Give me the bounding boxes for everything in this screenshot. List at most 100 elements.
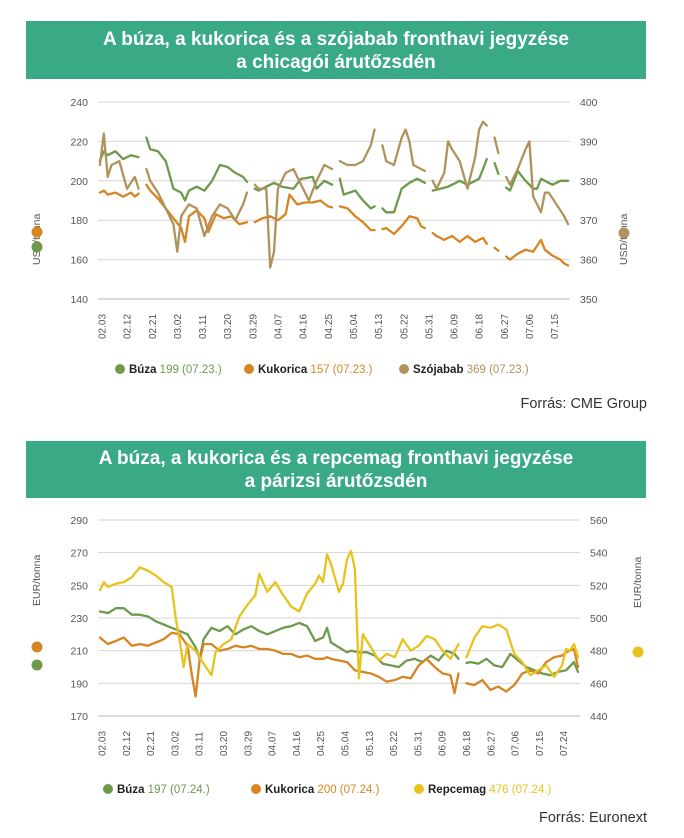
chart2-legend-entry: Kukorica 200 (07.24.) bbox=[265, 784, 380, 796]
chart2-axis-series-marker bbox=[31, 641, 43, 653]
chart1-x-tick-label: 02.03 bbox=[98, 314, 109, 339]
chart1-legend-series-name: Búza bbox=[129, 364, 160, 376]
chart1-axis-series-marker bbox=[31, 241, 43, 253]
chart2-title-line1: A búza, a kukorica és a repcemag frontha… bbox=[98, 448, 574, 469]
chart1-x-tick-label: 06.27 bbox=[500, 314, 511, 339]
chart2-x-tick-label: 03.11 bbox=[195, 731, 206, 756]
chart1-series-line-szójabab bbox=[98, 120, 570, 269]
chart2-y-left-tick-label: 270 bbox=[70, 548, 88, 560]
chart2-x-tick-label: 06.09 bbox=[438, 731, 449, 756]
chart2-legend-series-value: 200 (07.24.) bbox=[317, 784, 379, 796]
chart2-legend-series-name: Repcemag bbox=[428, 784, 489, 796]
chart1-legend-marker-kukorica bbox=[244, 364, 254, 374]
chart2-y-left-tick-label: 230 bbox=[70, 613, 88, 625]
chart1-y-left-tick-label: 180 bbox=[70, 215, 88, 227]
chart2-legend-marker-kukorica bbox=[251, 784, 261, 794]
chart1-series-line-búza bbox=[98, 136, 570, 214]
chart1-x-tick-label: 03.11 bbox=[198, 314, 209, 339]
chart2-legend-entry: Búza 197 (07.24.) bbox=[117, 784, 210, 796]
chart1-x-tick-label: 04.16 bbox=[299, 314, 310, 339]
chart1-legend-entry: Szójabab 369 (07.23.) bbox=[413, 364, 529, 376]
chart2-y-left-axis-label: EUR/tonna bbox=[31, 554, 43, 606]
chart2-x-tick-label: 05.22 bbox=[389, 731, 400, 756]
chart2-legend-entry: Repcemag 476 (07.24.) bbox=[428, 784, 552, 796]
chart1-title-line1: A búza, a kukorica és a szójabab frontha… bbox=[102, 29, 570, 50]
chart1-y-left-tick-label: 200 bbox=[70, 176, 88, 188]
chart1-axis-series-marker bbox=[31, 226, 43, 238]
chart1-y-left-tick-label: 240 bbox=[70, 97, 88, 109]
chart1-legend-series-value: 199 (07.23.) bbox=[160, 364, 222, 376]
chart2-y-left-tick-label: 170 bbox=[70, 711, 88, 723]
chart2-x-tick-label: 02.21 bbox=[146, 731, 157, 756]
chart1-legend-series-name: Kukorica bbox=[258, 364, 310, 376]
chart2-legend-marker-repcemag bbox=[414, 784, 424, 794]
chart1-source: Forrás: CME Group bbox=[520, 396, 648, 412]
chart2-legend-series-name: Kukorica bbox=[265, 784, 317, 796]
chart1-plot: 240 400 220 390 200 380 180 370 160 360 140 350 02.0… bbox=[31, 97, 630, 376]
chart2-y-right-tick-label: 560 bbox=[590, 515, 608, 527]
chart1-legend-series-value: 157 (07.23.) bbox=[310, 364, 372, 376]
chart2-y-right-tick-label: 520 bbox=[590, 580, 608, 592]
chart2-x-tick-label: 06.27 bbox=[486, 731, 497, 756]
chart2-y-right-tick-label: 500 bbox=[590, 613, 608, 625]
chart2-x-tick-label: 02.03 bbox=[98, 731, 109, 756]
chart2-x-tick-label: 04.07 bbox=[268, 731, 279, 756]
chart1-x-tick-label: 03.29 bbox=[248, 314, 259, 339]
chart2-y-left-tick-label: 190 bbox=[70, 678, 88, 690]
chart2-plot: 290 560 270 540 250 520 230 500 210 480 190 460 170 4… bbox=[31, 515, 644, 796]
chart1-legend-entry: Búza 199 (07.23.) bbox=[129, 364, 222, 376]
chart2-x-tick-label: 06.18 bbox=[462, 731, 473, 756]
chart1-x-tick-label: 05.22 bbox=[399, 314, 410, 339]
chart1-y-left-tick-label: 140 bbox=[70, 294, 88, 306]
chart2-title-banner: A búza, a kukorica és a repcemag frontha… bbox=[26, 441, 646, 498]
chart1-y-left-axis-label: USD/tonna bbox=[31, 213, 43, 265]
chart2-legend-series-value: 476 (07.24.) bbox=[489, 784, 551, 796]
chart1-y-right-tick-label: 390 bbox=[580, 136, 598, 148]
chart1-y-right-tick-label: 400 bbox=[580, 97, 598, 109]
chart2-y-left-tick-label: 210 bbox=[70, 646, 88, 658]
chart2-x-tick-label: 04.25 bbox=[316, 731, 327, 756]
chart1-legend-series-value: 369 (07.23.) bbox=[467, 364, 529, 376]
chart1-legend-series-name: Szójabab bbox=[413, 364, 467, 376]
chart2-x-tick-label: 05.31 bbox=[413, 731, 424, 756]
chart2-x-tick-label: 04.16 bbox=[292, 731, 303, 756]
chart2-x-tick-label: 07.24 bbox=[559, 731, 570, 756]
chart2-x-tick-label: 03.02 bbox=[170, 731, 181, 756]
chart2-x-tick-label: 07.06 bbox=[511, 731, 522, 756]
chart1-x-tick-label: 05.31 bbox=[424, 314, 435, 339]
chart1-x-tick-label: 07.06 bbox=[525, 314, 536, 339]
chart1-legend-entry: Kukorica 157 (07.23.) bbox=[258, 364, 373, 376]
chart2-y-left-tick-label: 250 bbox=[70, 580, 88, 592]
chart1-legend-marker-szójabab bbox=[399, 364, 409, 374]
chart1-x-tick-label: 07.15 bbox=[550, 314, 561, 339]
chart1-x-tick-label: 03.20 bbox=[223, 314, 234, 339]
chart1-y-right-tick-label: 360 bbox=[580, 255, 598, 267]
chart1-y-right-axis-label: USD/tonna bbox=[618, 213, 630, 265]
chart2-x-tick-label: 02.12 bbox=[122, 731, 133, 756]
chart1-y-right-tick-label: 370 bbox=[580, 215, 598, 227]
chart1-y-right-tick-label: 350 bbox=[580, 294, 598, 306]
chart2-y-right-axis-label: EUR/tonna bbox=[632, 556, 644, 608]
chart1-y-left-tick-label: 220 bbox=[70, 136, 88, 148]
chart2-y-right-tick-label: 540 bbox=[590, 548, 608, 560]
chart1-x-tick-label: 03.02 bbox=[173, 314, 184, 339]
chart2-source: Forrás: Euronext bbox=[539, 810, 647, 826]
chart1-y-left-tick-label: 160 bbox=[70, 255, 88, 267]
chart2-legend-series-name: Búza bbox=[117, 784, 148, 796]
chart2-title-line2: a párizsi árutőzsdén bbox=[244, 471, 428, 492]
chart2-legend-marker-búza bbox=[103, 784, 113, 794]
chart2-series-line-kukorica bbox=[98, 631, 580, 698]
chart1-x-tick-label: 04.07 bbox=[274, 314, 285, 339]
chart1-x-tick-label: 02.12 bbox=[123, 314, 134, 339]
chart1-x-tick-label: 02.21 bbox=[148, 314, 159, 339]
chart2-y-right-tick-label: 460 bbox=[590, 678, 608, 690]
chart1-title-line2: a chicagói árutőzsdén bbox=[236, 52, 436, 73]
chart2-x-tick-label: 05.13 bbox=[365, 731, 376, 756]
chart2-x-tick-label: 07.15 bbox=[535, 731, 546, 756]
chart2-axis-series-marker bbox=[31, 659, 43, 671]
chart2-y-right-tick-label: 440 bbox=[590, 711, 608, 723]
chart2-x-tick-label: 05.04 bbox=[340, 731, 351, 756]
chart1-y-right-tick-label: 380 bbox=[580, 176, 598, 188]
chart1-x-tick-label: 06.09 bbox=[450, 314, 461, 339]
chart2-axis-series-marker bbox=[632, 646, 644, 658]
